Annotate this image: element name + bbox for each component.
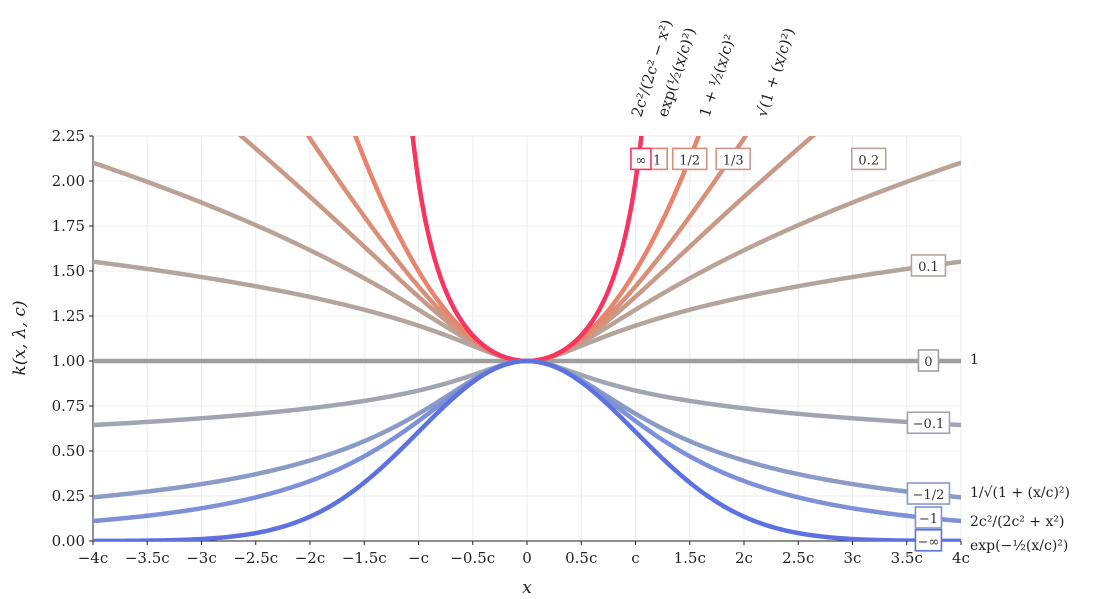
x-tick-label: 1.5c	[674, 549, 706, 567]
series-label-box: ∞	[630, 147, 652, 171]
x-tick-label: −1.5c	[342, 549, 387, 567]
series-label: 0.1	[918, 260, 939, 275]
x-tick-label: 2c	[735, 549, 753, 567]
formula-label: 1/√(1 + (x/c)²)	[970, 485, 1070, 501]
y-tick-label: 2.00	[52, 172, 85, 190]
series-label-box: −∞	[914, 529, 943, 552]
formula-top-label: 1 + ½(x/c)²	[696, 32, 740, 119]
x-tick-label: −2c	[295, 549, 326, 567]
series-label: −0.1	[913, 417, 945, 432]
y-tick-label: 0.25	[52, 487, 85, 505]
x-tick-label: 3c	[844, 549, 862, 567]
y-axis-label: k(x, λ, c)	[10, 300, 30, 375]
x-tick-label: −3.5c	[125, 549, 170, 567]
series-labels: 0 0.1 0.2 1/3 1/2 1 ∞ −0.1 −1/2 −1 −∞	[630, 147, 951, 552]
formula-labels: 1 1/√(1 + (x/c)²) 2c²/(2c² + x²) exp(−½(x/c…	[628, 17, 1070, 554]
y-tick-label: 1.00	[52, 352, 85, 370]
series-label: −1/2	[913, 488, 945, 503]
x-tick-label: −2.5c	[233, 549, 278, 567]
y-tick-label: 1.50	[52, 262, 85, 280]
y-tick-label: 0.00	[52, 532, 85, 550]
series-label: ∞	[636, 153, 647, 168]
series-line	[93, 358, 961, 541]
series-lines	[93, 136, 961, 541]
y-tick-label: 1.75	[52, 217, 85, 235]
series-label-box: 1/2	[671, 147, 708, 171]
x-tick-label: −c	[408, 549, 429, 567]
y-tick-label: 0.50	[52, 442, 85, 460]
x-tick-label: −0.5c	[450, 549, 495, 567]
series-label: −∞	[918, 535, 940, 550]
x-tick-label: c	[631, 549, 639, 567]
series-label: 1	[653, 153, 661, 168]
x-tick-label: 4c	[952, 549, 970, 567]
series-label: 0	[924, 355, 932, 370]
series-label-box: −1	[914, 506, 943, 529]
series-label-box: 0.1	[910, 254, 947, 277]
x-tick-label: 0.5c	[565, 549, 597, 567]
formula-top-label: √(1 + (x/c)²)	[753, 26, 799, 120]
formula-label: exp(−½(x/c)²)	[970, 538, 1068, 554]
series-label-box: 1/3	[715, 147, 751, 171]
y-tick-label: 0.75	[52, 397, 85, 415]
series-label: 1/3	[723, 153, 744, 168]
x-tick-label: −3c	[186, 549, 217, 567]
formula-label: 2c²/(2c² + x²)	[970, 514, 1065, 530]
x-tick-label: 0	[522, 549, 532, 567]
series-label-box: 0.2	[850, 147, 887, 171]
series-label: −1	[919, 512, 938, 527]
x-tick-label: 3.5c	[891, 549, 923, 567]
x-tick-label: −4c	[78, 549, 109, 567]
y-tick-label: 1.25	[52, 307, 85, 325]
series-label: 0.2	[858, 153, 879, 168]
tick-labels: −4c −3.5c −3c −2.5c −2c −1.5c −c −0.5c 0 0.5c c 1.5…	[52, 127, 970, 567]
y-tick-label: 2.25	[52, 127, 85, 145]
formula-label: 1	[970, 352, 979, 368]
series-label-box: −1/2	[906, 482, 951, 505]
series-label: 1/2	[679, 153, 700, 168]
series-label-box: −0.1	[906, 411, 951, 435]
series-label-box: 0	[917, 349, 940, 372]
x-axis-label: x	[522, 578, 532, 598]
x-tick-label: 2.5c	[782, 549, 814, 567]
